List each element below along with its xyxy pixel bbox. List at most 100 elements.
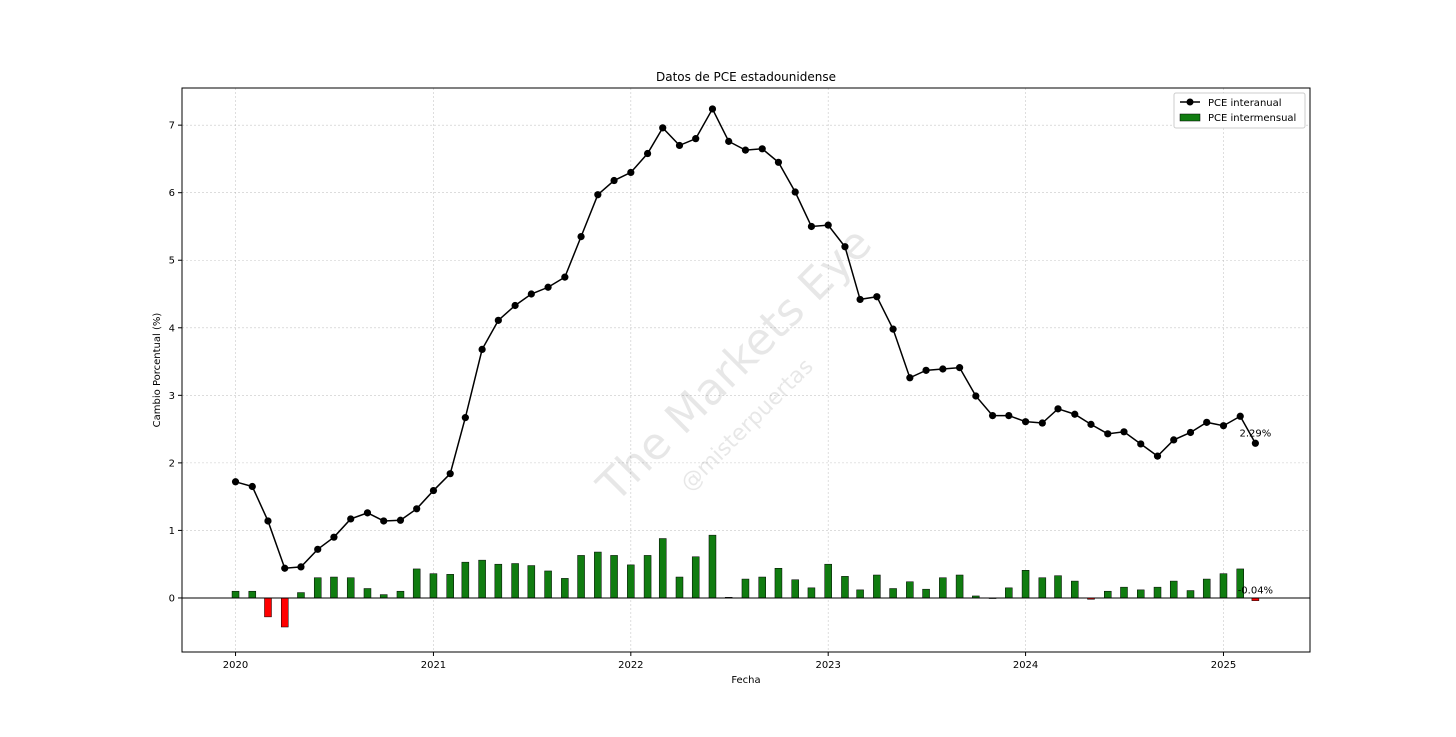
point-pce-interanual	[413, 505, 421, 513]
y-axis-ticks: 0 1 2 3 4 5 6 7	[169, 121, 182, 604]
bar-pce-intermensual	[1071, 580, 1079, 599]
x-tick-label: 2023	[815, 660, 840, 671]
bar-pce-intermensual	[594, 551, 602, 599]
point-pce-interanual	[972, 392, 980, 400]
point-pce-interanual	[889, 325, 897, 333]
x-tick-label: 2022	[618, 660, 643, 671]
bar-pce-intermensual	[1219, 573, 1228, 599]
x-axis-ticks: 2020 2021 2022 2023 2024 2025	[223, 652, 1236, 671]
point-pce-interanual	[231, 478, 240, 486]
point-pce-interanual	[1186, 428, 1195, 437]
point-pce-interanual	[643, 149, 652, 158]
point-pce-interanual	[281, 564, 289, 572]
point-pce-interanual	[988, 411, 997, 420]
bar-pce-intermensual	[511, 563, 519, 599]
point-pce-interanual	[1038, 419, 1046, 427]
bar-pce-intermensual	[396, 590, 405, 599]
point-pce-interanual	[675, 141, 684, 150]
bar-pce-intermensual	[643, 555, 652, 599]
point-pce-interanual	[1170, 436, 1178, 444]
x-axis-label: Fecha	[731, 675, 760, 686]
y-tick-label: 1	[169, 526, 175, 537]
bar-pce-intermensual	[478, 559, 486, 599]
bar-pce-intermensual	[758, 576, 766, 599]
point-pce-interanual	[1120, 428, 1128, 436]
bar-pce-intermensual	[461, 561, 470, 599]
bar-pce-intermensual	[313, 577, 322, 599]
point-pce-interanual	[741, 146, 750, 154]
point-pce-interanual	[873, 293, 881, 301]
point-pce-interanual	[1071, 410, 1079, 418]
bar-pce-intermensual	[346, 577, 355, 599]
bar-pce-intermensual	[658, 538, 667, 599]
legend: PCE interanual PCE intermensual	[1173, 92, 1306, 129]
bar-pce-intermensual	[231, 590, 240, 599]
point-pce-interanual	[856, 295, 864, 304]
bar-pce-intermensual	[841, 576, 849, 599]
bar-pce-intermensual	[873, 574, 881, 599]
point-pce-interanual	[807, 222, 816, 231]
point-pce-interanual	[396, 516, 405, 524]
bar-pce-intermensual	[1136, 589, 1145, 599]
bar-pce-intermensual	[264, 597, 272, 618]
bar-pce-intermensual	[708, 534, 717, 599]
bar-pce-intermensual	[527, 565, 536, 599]
bar-pce-intermensual	[1104, 590, 1112, 599]
bar-pce-intermensual	[363, 588, 372, 599]
point-pce-interanual	[297, 563, 305, 571]
legend-label-intermensual: PCE intermensual	[1208, 113, 1296, 124]
point-pce-interanual	[627, 168, 635, 177]
y-tick-label: 0	[169, 593, 175, 604]
annotation-label: 2.29%	[1239, 428, 1271, 439]
bar-pce-intermensual	[1202, 578, 1211, 599]
point-pce-interanual	[429, 486, 438, 495]
plot-frame	[181, 87, 1311, 653]
bar-pce-intermensual	[889, 588, 897, 599]
bar-pce-intermensual	[379, 594, 388, 599]
chart-title: Datos de PCE estadounidense	[656, 70, 836, 84]
bar-pce-intermensual	[1169, 580, 1178, 599]
bar-pce-intermensual	[675, 576, 684, 599]
point-pce-interanual	[1021, 418, 1030, 426]
legend-marker-swatch	[1186, 98, 1194, 106]
bar-pce-intermensual	[939, 577, 947, 599]
bar-pce-intermensual	[807, 587, 816, 599]
bar-pce-intermensual	[955, 574, 964, 599]
bar-series-pce-intermensual	[182, 534, 1310, 628]
bar-pce-intermensual	[1186, 590, 1195, 599]
point-pce-interanual	[264, 517, 272, 525]
point-pce-interanual	[1251, 439, 1259, 447]
point-pce-interanual	[544, 283, 552, 291]
bar-pce-intermensual	[561, 578, 569, 599]
point-pce-interanual	[380, 517, 388, 525]
point-pce-interanual	[446, 470, 454, 478]
bar-pce-intermensual	[824, 563, 832, 599]
y-tick-label: 5	[169, 256, 175, 267]
point-pce-interanual	[527, 290, 535, 298]
point-pce-interanual	[841, 243, 849, 251]
bar-pce-intermensual	[906, 581, 914, 599]
point-pce-interanual	[478, 345, 486, 353]
point-pce-interanual	[708, 105, 717, 113]
bar-pce-intermensual	[446, 574, 454, 599]
bar-pce-intermensual	[297, 592, 305, 599]
point-pce-interanual	[1087, 420, 1095, 428]
point-pce-interanual	[1137, 440, 1145, 448]
point-pce-interanual	[824, 221, 832, 229]
point-pce-interanual	[461, 414, 469, 422]
annotation-label: -0.04%	[1238, 586, 1273, 597]
bar-pce-intermensual	[922, 588, 930, 599]
point-pce-interanual	[692, 135, 700, 143]
legend-label-interanual: PCE interanual	[1208, 98, 1282, 109]
point-pce-interanual	[955, 364, 964, 372]
bar-pce-intermensual	[1120, 586, 1128, 599]
point-pce-interanual	[494, 316, 502, 324]
point-pce-interanual	[248, 482, 256, 491]
bar-pce-intermensual	[791, 579, 799, 599]
point-pce-interanual	[1219, 422, 1228, 430]
point-pce-interanual	[906, 374, 914, 382]
point-pce-interanual	[363, 509, 372, 517]
bar-pce-intermensual	[1153, 586, 1162, 599]
y-tick-label: 7	[169, 121, 175, 132]
